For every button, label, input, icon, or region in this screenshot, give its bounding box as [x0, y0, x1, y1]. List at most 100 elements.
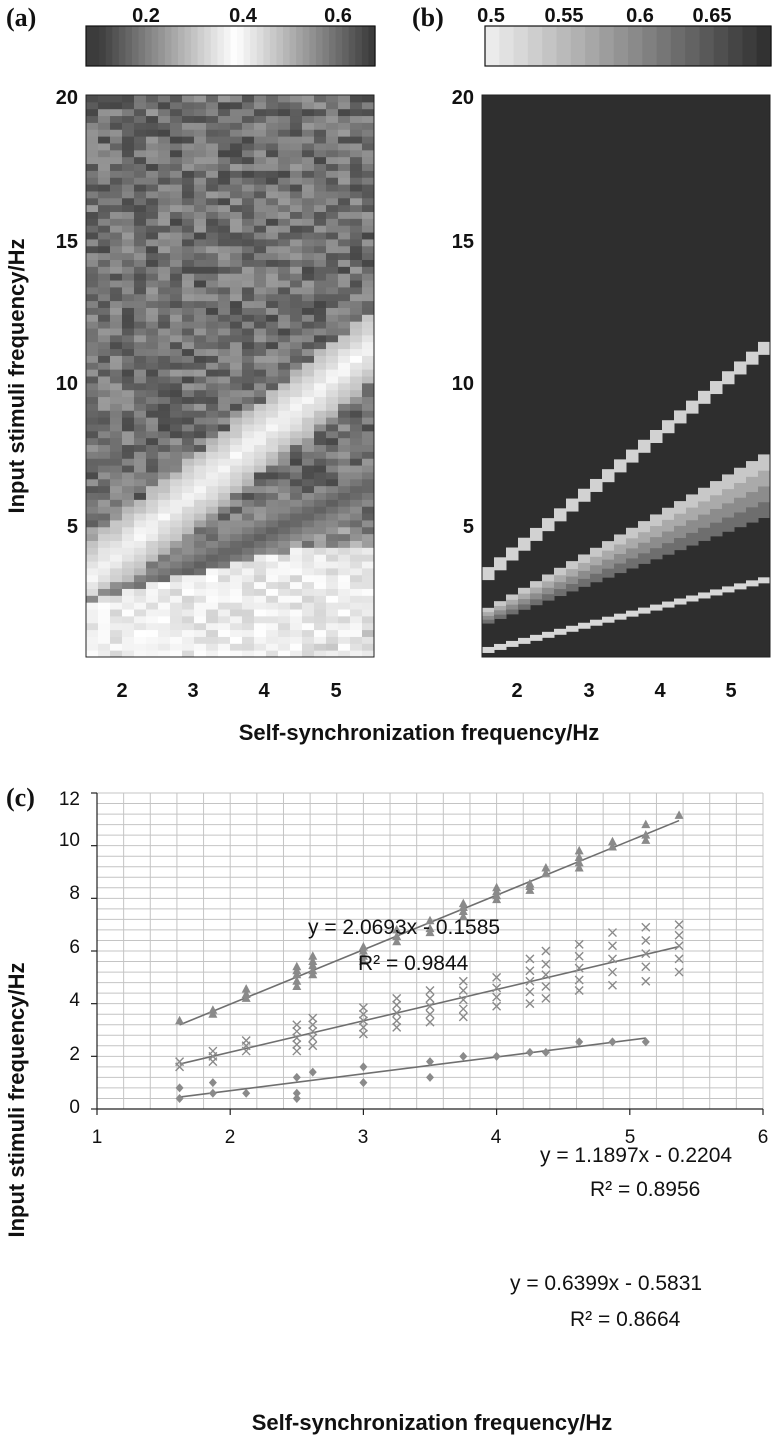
heatmap-a-cell [290, 636, 303, 644]
heatmap-a-cell [134, 465, 147, 473]
heatmap-a-cell [338, 595, 351, 603]
heatmap-a-cell [86, 211, 99, 219]
heatmap-a-cell [242, 355, 255, 363]
heatmap-a-cell [194, 567, 207, 576]
heatmap-a-cell [146, 622, 159, 631]
heatmap-a-cell [86, 533, 99, 541]
heatmap-a-cell [350, 177, 363, 185]
heatmap-a-cell [242, 184, 255, 192]
heatmap-b-cell [746, 351, 759, 365]
heatmap-a-cell [98, 430, 111, 439]
heatmap-a-cell [122, 95, 135, 103]
heatmap-a-cell [170, 389, 183, 398]
heatmap-a-cell [194, 437, 207, 446]
heatmap-a-cell [98, 163, 111, 171]
heatmap-a-cell [278, 177, 291, 185]
heatmap-a-cell [218, 369, 231, 377]
heatmap-a-cell [314, 273, 327, 281]
heatmap-a-cell [254, 362, 267, 370]
heatmap-a-cell [314, 437, 327, 446]
heatmap-a-cell [266, 554, 279, 562]
heatmap-a-cell [266, 458, 279, 466]
heatmap-a-cell [290, 307, 303, 315]
heatmap-a-cell [254, 136, 267, 144]
heatmap-a-cell [134, 396, 147, 404]
heatmap-a-cell [278, 369, 291, 377]
heatmap-a-cell [278, 355, 291, 363]
heatmap-b-cell [650, 536, 663, 549]
heatmap-a-cell [350, 540, 363, 548]
triangle-point [574, 857, 584, 867]
heatmap-a-cell [290, 465, 303, 473]
heatmap-a-cell [86, 382, 99, 391]
heatmap-a-cell [326, 252, 339, 260]
x-point [574, 951, 584, 961]
heatmap-a-cell [326, 396, 339, 404]
heatmap-a-cell [326, 259, 339, 267]
heatmap-b-cell [590, 564, 603, 574]
heatmap-a-cell [266, 355, 279, 363]
heatmap-a-cell [182, 334, 195, 343]
colorbar-b-segment [585, 26, 600, 66]
heatmap-a-cell [206, 437, 219, 446]
heatmap-a-cell [170, 499, 183, 507]
heatmap-a-cell [230, 307, 243, 315]
heatmap-a-cell [170, 142, 183, 151]
heatmap-a-cell [122, 485, 135, 494]
heatmap-a-cell [350, 396, 363, 404]
heatmap-a-cell [266, 451, 279, 459]
triangle-point [574, 852, 584, 862]
heatmap-a-cell [158, 142, 171, 151]
heatmap-a-cell [362, 615, 375, 624]
heatmap-a-cell [242, 417, 255, 425]
heatmap-a-cell [194, 403, 207, 411]
heatmap-a-cell [326, 184, 339, 192]
heatmap-a-cell [170, 334, 183, 343]
heatmap-a-cell [170, 588, 183, 596]
heatmap-a-cell [158, 115, 171, 123]
heatmap-a-cell [110, 554, 123, 562]
heatmap-a-cell [86, 252, 99, 260]
heatmap-a-cell [194, 465, 207, 473]
heatmap-a-cell [194, 423, 207, 432]
heatmap-a-cell [110, 444, 123, 452]
heatmap-a-cell [242, 273, 255, 281]
heatmap-a-cell [302, 348, 315, 356]
heatmap-a-cell [218, 136, 231, 144]
heatmap-a-cell [314, 471, 327, 480]
heatmap-a-cell [338, 266, 351, 274]
diamond-point [308, 1067, 317, 1077]
heatmap-a-cell [254, 526, 267, 535]
heatmap-b-cell [602, 616, 615, 623]
heatmap-a-cell [302, 485, 315, 494]
heatmap-a-cell [302, 362, 315, 370]
heatmap-a-cell [326, 519, 339, 528]
heatmap-a-cell [86, 115, 99, 123]
heatmap-a-x-tick: 5 [330, 680, 341, 702]
heatmap-a-cell [230, 293, 243, 302]
heatmap-a-cell [194, 650, 207, 658]
heatmap-a-cell [242, 252, 255, 260]
x-point [308, 1033, 318, 1043]
heatmap-a-cell [110, 334, 123, 343]
heatmap-a-cell [242, 197, 255, 206]
heatmap-a-cell [350, 581, 363, 589]
heatmap-a-cell [146, 163, 159, 171]
heatmap-b-cell [662, 519, 675, 532]
heatmap-a-cell [206, 451, 219, 459]
heatmap-a-cell [182, 492, 195, 500]
heatmap-a-cell [182, 163, 195, 171]
heatmap-a-cell [326, 300, 339, 308]
heatmap-a-cell [350, 232, 363, 240]
heatmap-b-cell [674, 537, 687, 551]
heatmap-a-cell [314, 410, 327, 418]
heatmap-a-cell [218, 156, 231, 165]
heatmap-a-cell [278, 622, 291, 631]
heatmap-a-cell [314, 218, 327, 226]
heatmap-a-cell [266, 156, 279, 165]
heatmap-a-cell [266, 403, 279, 411]
heatmap-a-cell [218, 328, 231, 336]
heatmap-a-cell [98, 149, 111, 158]
heatmap-a-cell [254, 417, 267, 425]
heatmap-a-cell [290, 574, 303, 583]
